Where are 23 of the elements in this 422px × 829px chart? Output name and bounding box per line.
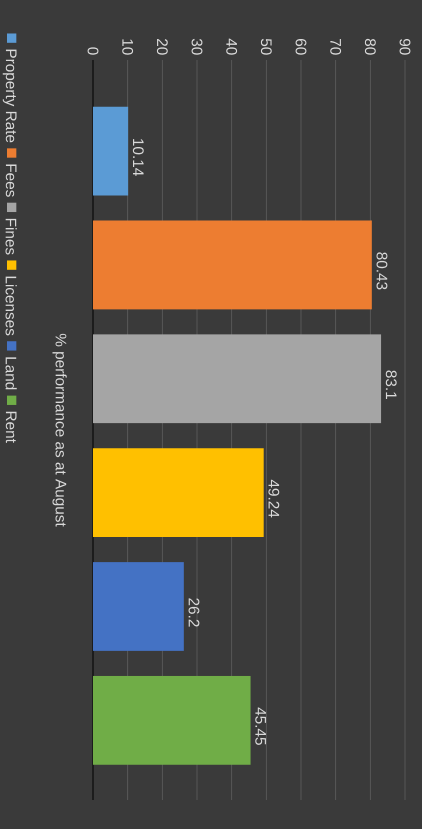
data-label: 45.45 <box>255 707 266 745</box>
data-label: 10.14 <box>132 139 144 176</box>
legend-label: Fees <box>6 164 16 197</box>
x-tick-label: 60 <box>296 39 306 55</box>
data-label: 83.1 <box>386 370 397 399</box>
legend-label: Fines <box>6 218 17 255</box>
x-tick-label: 50 <box>260 38 272 55</box>
legend-label: Property Rate <box>2 50 16 142</box>
legend-label: Licenses <box>6 276 17 336</box>
legend-label: Land <box>6 357 17 390</box>
x-tick-label: 0 <box>88 47 98 55</box>
x-tick-label: 30 <box>192 38 202 55</box>
data-label: 26.2 <box>188 598 200 627</box>
x-tick-label: 80 <box>364 38 376 55</box>
y-axis-title: % performance as at August <box>52 334 67 527</box>
x-tick-label: 20 <box>156 39 168 55</box>
x-tick-label: 70 <box>330 39 342 55</box>
x-tick-label: 40 <box>226 38 238 55</box>
x-tick-label: 90 <box>400 38 410 55</box>
x-tick-label: 10 <box>122 39 134 55</box>
legend-label: Rent <box>6 412 16 443</box>
data-label: 49.24 <box>268 480 280 518</box>
data-label: 80.43 <box>376 252 388 290</box>
